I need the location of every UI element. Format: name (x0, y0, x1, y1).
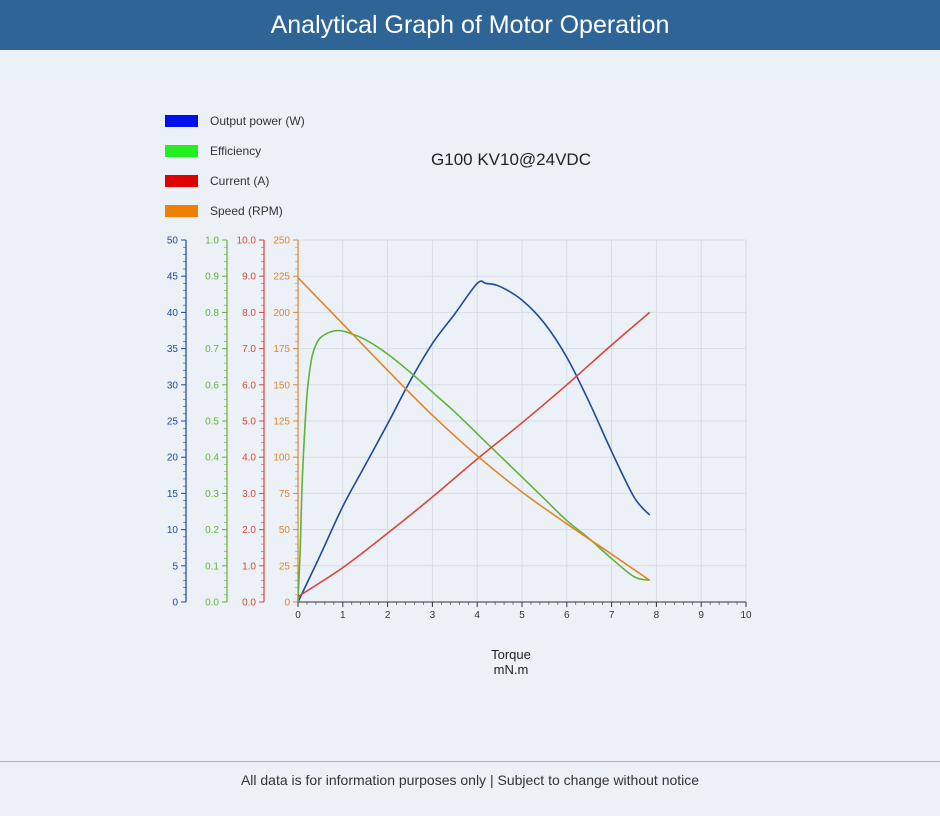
speed-legend-swatch (165, 205, 198, 217)
x-tick-label: 2 (385, 610, 391, 621)
current-tick-label: 2.0 (242, 525, 256, 536)
efficiency-tick-label: 0.8 (205, 308, 219, 319)
speed-tick-label: 225 (273, 272, 290, 283)
power-legend-label: Output power (W) (210, 114, 305, 128)
power-tick-label: 45 (167, 272, 179, 283)
speed-tick-label: 250 (273, 236, 290, 247)
footer-divider (0, 761, 940, 762)
x-tick-label: 1 (340, 610, 346, 621)
speed-tick-label: 100 (273, 453, 290, 464)
efficiency-tick-label: 0.0 (205, 598, 219, 609)
current-legend-label: Current (A) (210, 174, 269, 188)
x-tick-label: 4 (474, 610, 480, 621)
speed-series-line (297, 277, 651, 581)
speed-tick-label: 200 (273, 308, 290, 319)
power-tick-label: 30 (167, 380, 179, 391)
x-axis-unit: mN.m (494, 662, 529, 677)
efficiency-tick-label: 0.7 (205, 344, 219, 355)
x-tick-label: 6 (564, 610, 570, 621)
power-tick-label: 0 (172, 598, 178, 609)
efficiency-legend-swatch (165, 145, 198, 157)
efficiency-tick-label: 0.5 (205, 417, 219, 428)
speed-tick-label: 125 (273, 417, 290, 428)
speed-tick-label: 25 (279, 561, 291, 572)
current-tick-label: 8.0 (242, 308, 256, 319)
footer: All data is for information purposes onl… (0, 772, 940, 788)
page-header: Analytical Graph of Motor Operation (0, 0, 940, 50)
efficiency-tick-label: 0.1 (205, 561, 219, 572)
current-series-line (297, 311, 651, 598)
power-tick-label: 35 (167, 344, 179, 355)
efficiency-tick-label: 0.9 (205, 272, 219, 283)
current-tick-label: 10.0 (237, 236, 257, 247)
efficiency-tick-label: 0.2 (205, 525, 219, 536)
chart-area: 0 1 2 3 4 5 6 7 8 9 10 Torque mN.m 0 5 10 15 20 25 30 35 40 45… (0, 50, 940, 760)
x-tick-label: 5 (519, 610, 525, 621)
current-tick-label: 5.0 (242, 417, 256, 428)
current-tick-label: 3.0 (242, 489, 256, 500)
x-tick-label: 10 (740, 610, 752, 621)
speed-tick-label: 150 (273, 380, 290, 391)
x-tick-label: 9 (698, 610, 704, 621)
efficiency-tick-label: 0.4 (205, 453, 219, 464)
speed-tick-label: 175 (273, 344, 290, 355)
power-tick-label: 5 (172, 561, 178, 572)
power-tick-label: 10 (167, 525, 179, 536)
power-tick-label: 40 (167, 308, 179, 319)
x-tick-label: 0 (295, 610, 301, 621)
speed-legend-label: Speed (RPM) (210, 204, 283, 218)
power-series-line (297, 280, 651, 603)
x-tick-label: 3 (430, 610, 436, 621)
speed-tick-label: 50 (279, 525, 291, 536)
current-tick-label: 4.0 (242, 453, 256, 464)
power-tick-label: 50 (167, 236, 179, 247)
current-tick-label: 0.0 (242, 598, 256, 609)
x-tick-label: 8 (654, 610, 660, 621)
page-title: Analytical Graph of Motor Operation (270, 11, 670, 39)
current-legend-swatch (165, 175, 198, 187)
x-tick-label: 7 (609, 610, 615, 621)
power-legend-swatch (165, 115, 198, 127)
efficiency-tick-label: 0.3 (205, 489, 219, 500)
power-tick-label: 25 (167, 417, 179, 428)
efficiency-legend-label: Efficiency (210, 144, 261, 158)
current-tick-label: 7.0 (242, 344, 256, 355)
efficiency-series-line (297, 329, 650, 603)
current-tick-label: 1.0 (242, 561, 256, 572)
speed-tick-label: 0 (284, 598, 290, 609)
x-axis-title: Torque (491, 647, 531, 662)
efficiency-tick-label: 1.0 (205, 236, 219, 247)
chart-title: G100 KV10@24VDC (431, 150, 591, 169)
power-tick-label: 20 (167, 453, 179, 464)
current-tick-label: 9.0 (242, 272, 256, 283)
motor-chart: 0 1 2 3 4 5 6 7 8 9 10TorquemN.m051015202530354045… (165, 114, 752, 677)
power-tick-label: 15 (167, 489, 179, 500)
footer-disclaimer: All data is for information purposes onl… (240, 772, 700, 788)
current-tick-label: 6.0 (242, 380, 256, 391)
speed-tick-label: 75 (279, 489, 291, 500)
efficiency-tick-label: 0.6 (205, 380, 219, 391)
